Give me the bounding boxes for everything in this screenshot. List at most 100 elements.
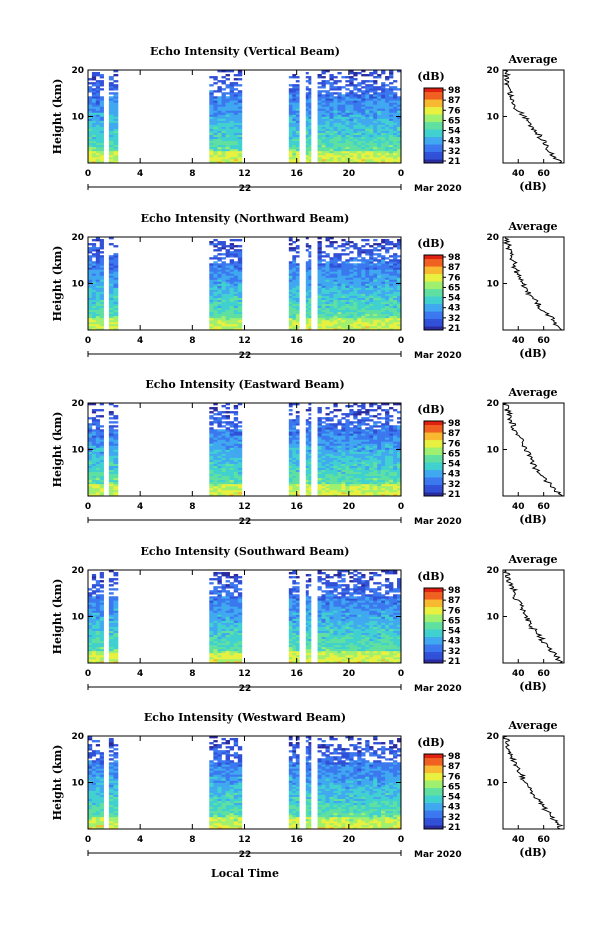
- heatmap-cell: [365, 84, 370, 87]
- heatmap-cell: [233, 311, 239, 315]
- heatmap-cell: [325, 493, 330, 497]
- colorbar-tick-label: 76: [448, 106, 461, 116]
- heatmap-cell: [91, 156, 97, 160]
- heatmap-cell: [113, 124, 119, 127]
- heatmap-cell: [88, 277, 93, 280]
- heatmap-cell: [113, 148, 119, 152]
- heatmap-cell: [233, 136, 239, 140]
- heatmap-cell: [88, 461, 93, 464]
- heatmap-cell: [337, 475, 342, 479]
- heatmap-cell: [361, 138, 366, 142]
- heatmap-cell: [349, 289, 354, 292]
- heatmap-cell: [333, 132, 338, 135]
- heatmap-cell: [91, 98, 97, 101]
- heatmap-cell: [361, 283, 366, 286]
- heatmap-cell: [357, 116, 362, 119]
- heatmap-cell: [317, 317, 322, 321]
- heatmap-cell: [292, 281, 297, 284]
- heatmap-cell: [381, 275, 386, 278]
- x-tick-label: 4: [137, 502, 143, 512]
- heatmap-cell: [88, 114, 93, 117]
- heatmap-cell: [233, 317, 239, 321]
- heatmap-cell: [95, 291, 101, 294]
- heatmap-cell: [113, 317, 119, 321]
- heatmap-cell: [305, 122, 309, 125]
- heatmap-cell: [373, 104, 378, 107]
- heatmap-cell: [317, 449, 322, 452]
- heatmap-cell: [233, 423, 239, 426]
- heatmap-cell: [88, 106, 93, 109]
- heatmap-cell: [95, 88, 101, 91]
- heatmap-cell: [329, 429, 334, 432]
- heatmap-cell: [108, 429, 114, 432]
- heatmap-cell: [217, 479, 222, 483]
- heatmap-cell: [108, 136, 114, 140]
- heatmap-cell: [381, 323, 386, 327]
- heatmap-cell: [385, 299, 390, 302]
- heatmap-cell: [225, 142, 230, 146]
- heatmap-cell: [385, 309, 390, 313]
- heatmap-cell: [353, 313, 358, 317]
- heatmap-cell: [357, 457, 362, 460]
- heatmap-cell: [209, 433, 214, 436]
- heatmap-cell: [108, 479, 114, 483]
- heatmap-cell: [288, 325, 293, 329]
- heatmap-cell: [321, 96, 326, 99]
- heatmap-cell: [377, 321, 382, 325]
- heatmap-cell: [373, 289, 378, 292]
- heatmap-cell: [108, 255, 114, 258]
- heatmap-cell: [229, 82, 235, 85]
- heatmap-cell: [288, 138, 293, 142]
- heatmap-cell: [295, 309, 300, 313]
- heatmap-cell: [369, 255, 374, 258]
- heatmap-cell: [397, 451, 402, 454]
- heatmap-cell: [95, 429, 101, 432]
- heatmap-cell: [377, 457, 382, 460]
- heatmap-cell: [308, 267, 312, 270]
- heatmap-cell: [88, 134, 93, 138]
- heatmap-cell: [397, 319, 402, 323]
- heatmap-cell: [393, 245, 398, 248]
- heatmap-cell: [305, 295, 309, 298]
- heatmap-cell: [217, 491, 222, 495]
- heatmap-cell: [308, 457, 312, 460]
- heatmap-cell: [308, 479, 312, 483]
- heatmap-cell: [237, 489, 243, 493]
- heatmap-cell: [325, 289, 330, 292]
- heatmap-cell: [325, 317, 330, 321]
- heatmap-cell: [381, 255, 386, 258]
- heatmap-cell: [88, 493, 93, 497]
- heatmap-cell: [113, 265, 119, 268]
- heatmap-cell: [305, 80, 309, 83]
- heatmap-cell: [377, 459, 382, 462]
- heatmap-cell: [353, 453, 358, 456]
- heatmap-cell: [385, 98, 390, 101]
- heatmap-cell: [113, 321, 119, 325]
- heatmap-cell: [99, 98, 104, 101]
- heatmap-cell: [209, 283, 214, 286]
- heatmap-cell: [341, 445, 346, 448]
- heatmap-cell: [113, 443, 119, 446]
- heatmap-cell: [369, 100, 374, 103]
- heatmap-cell: [357, 98, 362, 101]
- heatmap-cell: [373, 150, 378, 154]
- heatmap-cell: [385, 247, 390, 250]
- heatmap-cell: [237, 158, 243, 162]
- heatmap-cell: [213, 409, 218, 412]
- heatmap-cell: [91, 102, 97, 105]
- heatmap-cell: [288, 457, 293, 460]
- heatmap-cell: [99, 445, 104, 448]
- heatmap-cell: [373, 327, 378, 331]
- heatmap-cell: [333, 269, 338, 272]
- heatmap-cell: [305, 317, 309, 321]
- heatmap-cell: [349, 263, 354, 266]
- heatmap-cell: [217, 473, 222, 477]
- heatmap-cell: [237, 112, 243, 115]
- heatmap-cell: [99, 279, 104, 282]
- heatmap-cell: [349, 76, 354, 79]
- heatmap-cell: [385, 481, 390, 485]
- heatmap-cell: [349, 443, 354, 446]
- heatmap-cell: [353, 491, 358, 495]
- heatmap-cell: [237, 283, 243, 286]
- heatmap-cell: [353, 116, 358, 119]
